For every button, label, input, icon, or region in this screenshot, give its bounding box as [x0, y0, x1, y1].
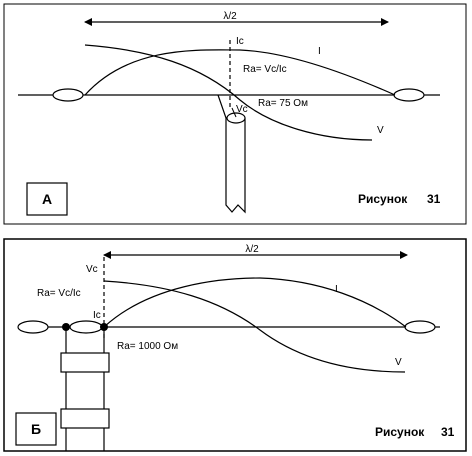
panel-b-current-label: Ic	[93, 310, 101, 321]
panel-b-lambda-label: λ/2	[245, 244, 259, 255]
panel-b-current-curve	[103, 277, 407, 328]
panel-a-current-curve-label: I	[318, 46, 321, 57]
panel-b-insulator-left	[17, 320, 49, 334]
panel-a-feeder	[217, 94, 246, 214]
panel-b-voltage-curve-label: V	[395, 357, 402, 368]
panel-b-voltage-label: Vc	[86, 264, 98, 275]
panel-a-voltage-curve-label: V	[377, 125, 384, 136]
panel-a-ra-formula: Ra= Vc/Ic	[243, 64, 287, 75]
panel-b-figure-number: 31	[441, 425, 455, 439]
panel-b-frame	[3, 238, 467, 452]
panel-a-current-label: Ic	[236, 36, 244, 47]
panel-b-voltage-curve	[103, 280, 406, 373]
panel-b-ra-formula: Ra= Vc/Ic	[37, 288, 81, 299]
panel-a-insulator-right	[393, 88, 425, 102]
panel-a-lambda-label: λ/2	[223, 11, 237, 22]
panel-a: λ/2 Ic I Ra= Vc/Ic Vc Ra= 75 Ом V А Рису…	[3, 3, 467, 225]
panel-b-letter-box	[15, 412, 57, 446]
panel-a-frame	[3, 3, 467, 225]
panel-a-figure-word: Рисунок	[358, 192, 408, 206]
panel-a-figure-number: 31	[427, 192, 441, 206]
panel-b-insulator-right	[404, 320, 436, 334]
panel-a-letter: А	[42, 191, 52, 207]
panel-a-ra-value: Ra= 75 Ом	[258, 98, 308, 109]
panel-b-insulator-feed	[69, 320, 103, 334]
panel-a-current-curve	[84, 49, 396, 96]
panel-b-spacer-top	[60, 352, 110, 373]
panel-a-letter-box	[26, 182, 68, 216]
panel-a-feeder-tick	[231, 107, 237, 118]
panel-b-spacer-bottom	[60, 408, 110, 429]
panel-a-feeder-top	[226, 112, 246, 124]
panel-b-current-curve-label: I	[335, 284, 338, 295]
panel-b-letter: Б	[31, 421, 41, 437]
panel-b-ra-value: Ra= 1000 Ом	[117, 341, 178, 352]
panel-b-figure-word: Рисунок	[375, 425, 425, 439]
panel-a-voltage-curve	[84, 44, 373, 141]
panel-a-insulator-left	[52, 88, 84, 102]
panel-a-voltage-label: Vc	[236, 104, 248, 115]
panel-b: λ/2 Vc Ra= Vc/Ic Ic I Ra= 1000 Ом V Б Ри…	[3, 238, 467, 452]
